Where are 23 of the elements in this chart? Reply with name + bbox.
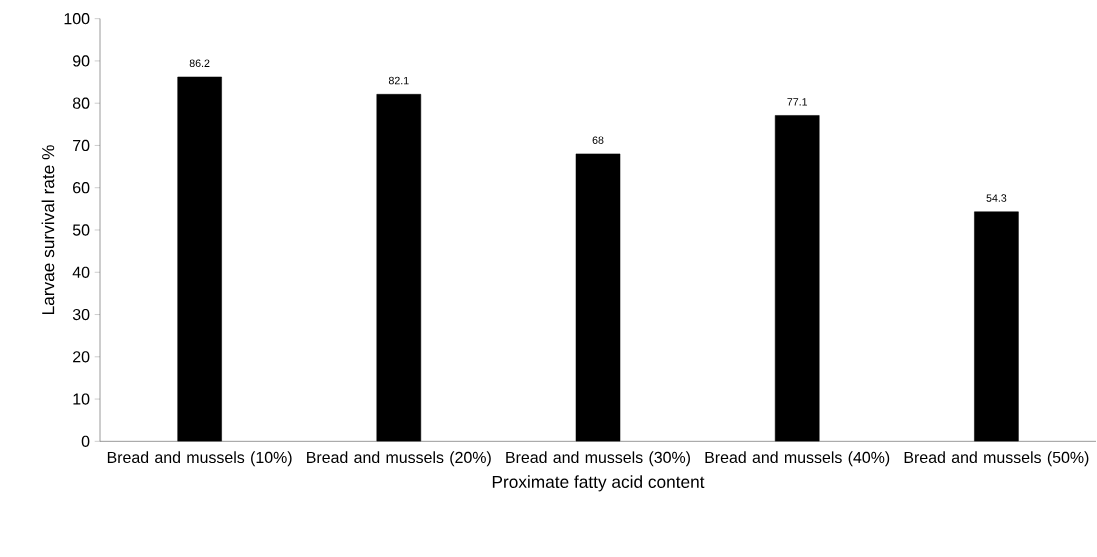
y-tick-label: 90	[73, 55, 90, 67]
x-tick-label: Bread and mussels (40%)	[705, 451, 890, 467]
y-tick-label: 50	[72, 224, 90, 236]
y-tick-label: 30	[72, 308, 90, 321]
x-tick-label: Bread and mussels (10%)	[107, 451, 292, 467]
data-label: 68	[592, 136, 604, 144]
x-tick-label: Bread and mussels (30%)	[506, 451, 690, 467]
y-tick-label: 100	[64, 13, 90, 25]
y-tick-label: 20	[73, 351, 90, 363]
data-label: 54.3	[986, 194, 1007, 202]
y-tick-label: 40	[72, 266, 90, 278]
x-tick-label: Bread and mussels (20%)	[307, 451, 491, 467]
y-tick-label: 80	[72, 97, 90, 109]
y-tick-label: 60	[73, 182, 90, 194]
x-axis-title: Proximate fatty acid content	[492, 475, 705, 492]
data-label: 86.2	[189, 59, 210, 67]
y-tick-label: 10	[73, 393, 90, 405]
data-label: 77.1	[787, 98, 808, 106]
y-axis-title: Larvae survival rate %	[41, 145, 55, 314]
y-tick-label: 70	[73, 139, 90, 152]
x-tick-label: Bread and mussels (50%)	[904, 451, 1089, 467]
y-tick-label: 0	[81, 435, 90, 447]
data-label: 82.1	[388, 76, 409, 85]
